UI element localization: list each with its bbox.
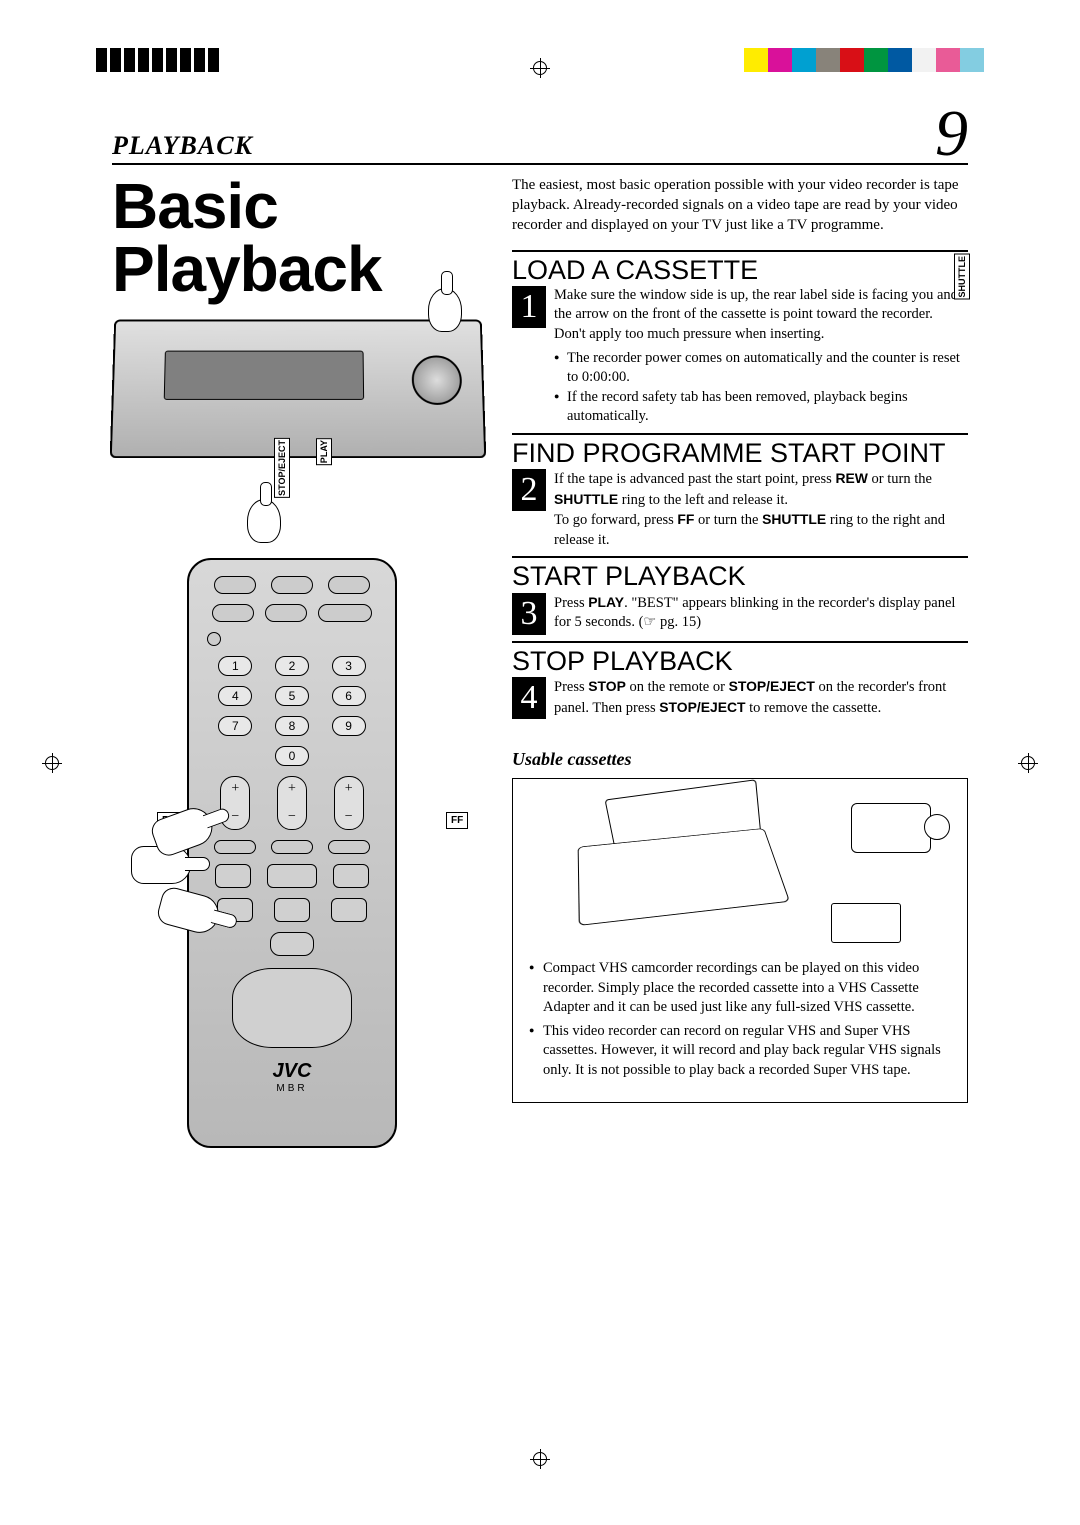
step-block: 1Make sure the window side is up, the re…	[512, 286, 968, 427]
hand-pointer-icon	[155, 885, 223, 937]
vcr-illustration	[112, 318, 484, 518]
step-body: If the tape is advanced past the start p…	[554, 469, 968, 550]
bullet-item: The recorder power comes on automaticall…	[554, 349, 968, 388]
step-block: 4Press STOP on the remote or STOP/EJECT …	[512, 677, 968, 719]
title-line-1: Basic	[112, 170, 278, 242]
registration-cross-icon	[1018, 753, 1038, 773]
title-line-2: Playback	[112, 233, 382, 305]
registration-cross-icon	[530, 1449, 550, 1469]
bullet-item: If the record safety tab has been remove…	[554, 388, 968, 427]
bullet-item: This video recorder can record on regula…	[529, 1022, 951, 1081]
cassette-adapter-illustration	[529, 793, 951, 943]
label-play: PLAY	[316, 438, 332, 465]
main-title: Basic Playback	[112, 175, 484, 300]
step-block: 3Press PLAY. "BEST" appears blinking in …	[512, 593, 968, 635]
brand-logo: JVC	[207, 1060, 377, 1083]
registration-cross-icon	[42, 753, 62, 773]
mbr-label: MBR	[207, 1083, 377, 1094]
step-number: 2	[512, 469, 546, 511]
step-number: 1	[512, 286, 546, 328]
label-ff: FF	[446, 812, 468, 829]
remote-illustration: 123 456 789 0 +− +− +− JVC MBR	[187, 558, 397, 1148]
right-column: The easiest, most basic operation possib…	[512, 175, 968, 1148]
step-title: FIND PROGRAMME START POINT	[512, 439, 968, 467]
usable-cassettes-heading: Usable cassettes	[512, 749, 968, 770]
left-column: Basic Playback SHUTTLE STOP/EJECT PLAY R…	[112, 175, 484, 1148]
intro-paragraph: The easiest, most basic operation possib…	[512, 175, 968, 236]
step-body: Press STOP on the remote or STOP/EJECT o…	[554, 677, 968, 719]
step-title: STOP PLAYBACK	[512, 647, 968, 675]
hand-pointer-icon	[247, 499, 281, 543]
label-shuttle: SHUTTLE	[954, 254, 970, 300]
registration-cross-icon	[530, 58, 550, 78]
step-title: LOAD A CASSETTE	[512, 256, 968, 284]
camcorder-icon	[851, 803, 931, 853]
page-header: PLAYBACK 9	[112, 108, 968, 165]
hand-pointer-icon	[428, 288, 462, 332]
black-registration-bars	[96, 48, 219, 72]
usable-cassettes-box: Compact VHS camcorder recordings can be …	[512, 778, 968, 1103]
step-body: Press PLAY. "BEST" appears blinking in t…	[554, 593, 968, 635]
step-number: 4	[512, 677, 546, 719]
section-label: PLAYBACK	[112, 131, 253, 161]
page-content: PLAYBACK 9 Basic Playback SHUTTLE STOP/E…	[112, 108, 968, 1417]
page-number: 9	[935, 108, 968, 161]
step-title: START PLAYBACK	[512, 562, 968, 590]
step-body: Make sure the window side is up, the rea…	[554, 286, 968, 427]
step-block: 2If the tape is advanced past the start …	[512, 469, 968, 550]
color-registration-bars	[744, 48, 984, 72]
print-registration-marks	[0, 48, 1080, 78]
label-stop-eject: STOP/EJECT	[274, 438, 290, 498]
step-number: 3	[512, 593, 546, 635]
bullet-item: Compact VHS camcorder recordings can be …	[529, 959, 951, 1018]
